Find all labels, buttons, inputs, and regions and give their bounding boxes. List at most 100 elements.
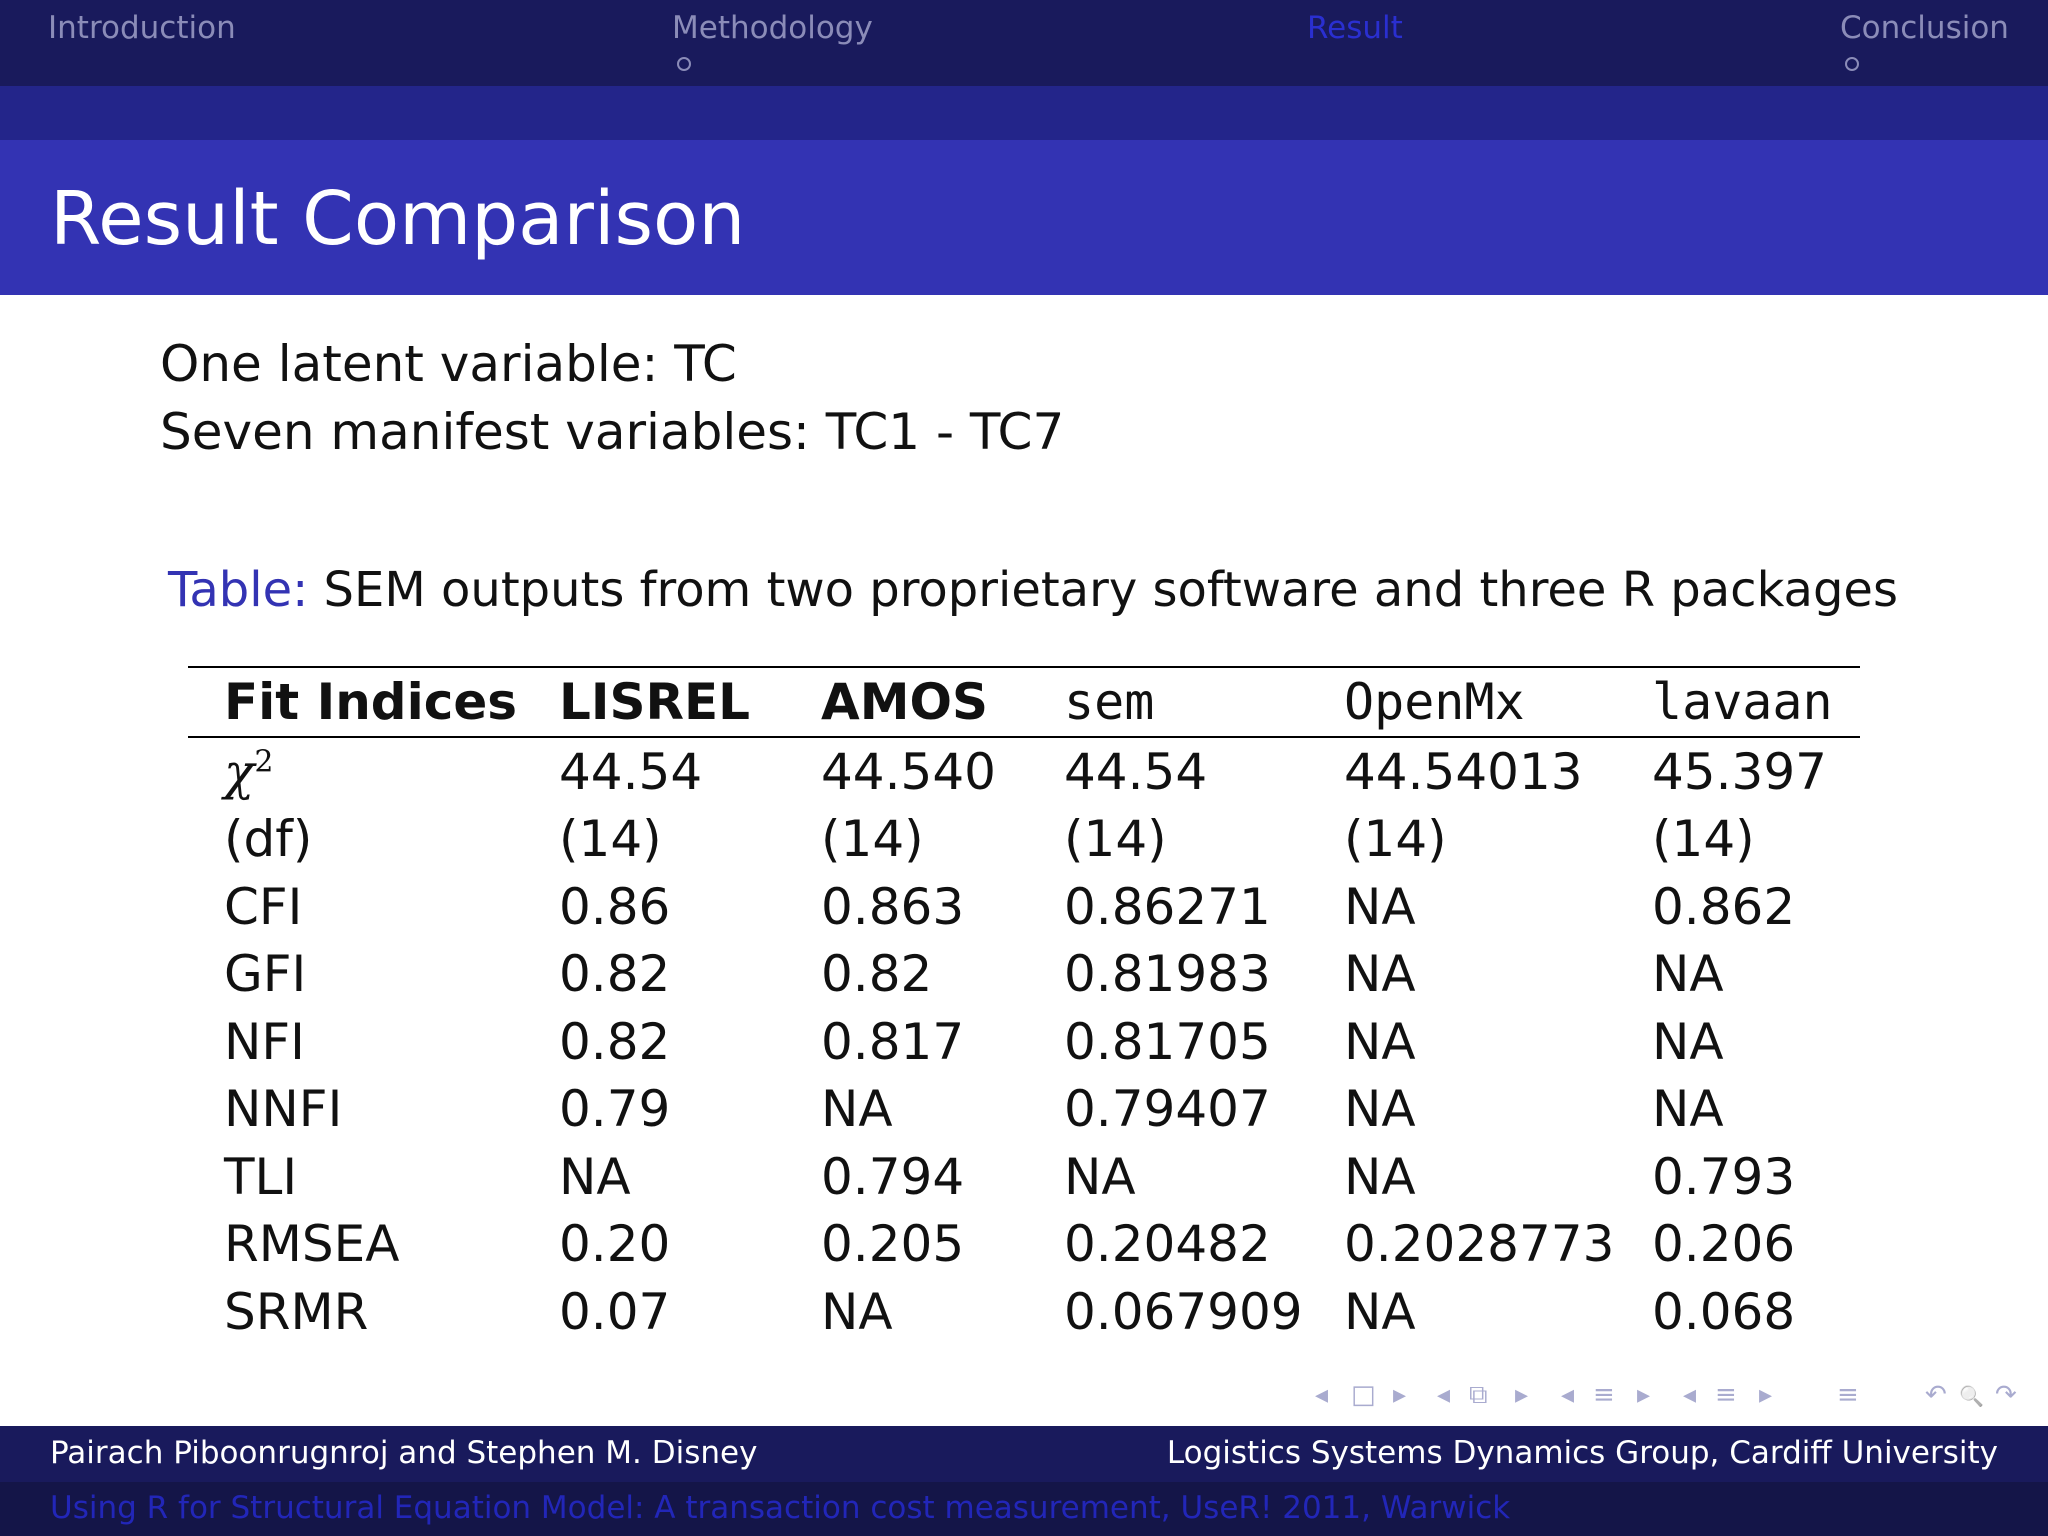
table-row-tli: TLI NA 0.794 NA NA 0.793: [188, 1143, 1860, 1211]
table-cell: 0.07: [559, 1282, 671, 1341]
table-cell: 0.82: [559, 945, 671, 1004]
footer-institution: Logistics Systems Dynamics Group, Cardif…: [1166, 1435, 1998, 1471]
table-cell: 0.067909: [1064, 1282, 1303, 1341]
subsection-bar: [0, 86, 2048, 140]
slide-title: Result Comparison: [50, 176, 746, 262]
table-cell: 0.2028773: [1344, 1215, 1615, 1274]
nav-section-conclusion[interactable]: Conclusion: [1840, 10, 2009, 46]
table-cell: 0.82: [821, 945, 933, 1004]
row-label: GFI: [224, 945, 307, 1004]
row-label: CFI: [224, 877, 303, 936]
chi-square-label: χ2: [188, 737, 559, 806]
table-cell: 0.86271: [1064, 877, 1271, 936]
table-cell: 44.54: [559, 742, 703, 801]
fit-indices-table-wrap: Fit Indices LISREL AMOS sem OpenMx lavaa…: [188, 666, 1860, 1346]
table-cell: NA: [559, 1147, 631, 1206]
table-cell: 0.862: [1652, 877, 1796, 936]
intro-line-manifest: Seven manifest variables: TC1 - TC7: [160, 403, 1065, 461]
table-cell: 0.81705: [1064, 1012, 1271, 1071]
table-caption: Table: SEM outputs from two proprietary …: [168, 562, 1898, 618]
table-row-df: (df) (14) (14) (14) (14) (14): [188, 806, 1860, 874]
intro-text: One latent variable: TC Seven manifest v…: [160, 330, 1064, 466]
appendix-icon[interactable]: ≡: [1837, 1380, 1859, 1410]
table-caption-label: Table:: [168, 562, 309, 618]
table-row-nnfi: NNFI 0.79 NA 0.79407 NA NA: [188, 1076, 1860, 1144]
section-icon[interactable]: ≡: [1593, 1380, 1615, 1410]
methodology-frame-dot[interactable]: [677, 57, 691, 71]
table-cell: 0.79: [559, 1080, 671, 1139]
header-sem: sem: [1064, 673, 1155, 731]
table-cell: (14): [1652, 810, 1755, 869]
table-cell: NA: [821, 1080, 893, 1139]
header-openmx: OpenMx: [1344, 673, 1525, 731]
table-cell: 0.793: [1652, 1147, 1796, 1206]
table-cell: NA: [1344, 1012, 1416, 1071]
table-cell: 45.397: [1652, 742, 1827, 801]
table-cell: 44.54: [1064, 742, 1208, 801]
prev-frame-icon[interactable]: ◂: [1315, 1380, 1329, 1410]
table-row-srmr: SRMR 0.07 NA 0.067909 NA 0.068: [188, 1278, 1860, 1346]
table-row-rmsea: RMSEA 0.20 0.205 0.20482 0.2028773 0.206: [188, 1211, 1860, 1279]
row-label: RMSEA: [224, 1215, 400, 1274]
conclusion-frame-dot[interactable]: [1845, 57, 1859, 71]
next-subsection-icon[interactable]: ▸: [1515, 1380, 1529, 1410]
subsection-icon[interactable]: ⧉: [1469, 1380, 1488, 1410]
chi-symbol: χ: [224, 742, 255, 801]
table-cell: NA: [1652, 945, 1724, 1004]
frame-icon[interactable]: □: [1351, 1380, 1376, 1410]
table-row-cfi: CFI 0.86 0.863 0.86271 NA 0.862: [188, 873, 1860, 941]
table-cell: NA: [1064, 1147, 1136, 1206]
table-cell: (14): [821, 810, 924, 869]
table-cell: (14): [559, 810, 662, 869]
table-cell: NA: [1344, 1080, 1416, 1139]
table-cell: (14): [1344, 810, 1447, 869]
table-header-row: Fit Indices LISREL AMOS sem OpenMx lavaa…: [188, 667, 1860, 737]
row-label: NFI: [224, 1012, 305, 1071]
header-lisrel: LISREL: [559, 673, 750, 731]
document-icon[interactable]: ≡: [1715, 1380, 1737, 1410]
table-cell: NA: [1652, 1012, 1724, 1071]
table-cell: (14): [1064, 810, 1167, 869]
footer-bar: Pairach Piboonrugnroj and Stephen M. Dis…: [0, 1426, 2048, 1482]
footer-talk-title: Using R for Structural Equation Model: A…: [50, 1490, 1511, 1526]
nav-section-introduction[interactable]: Introduction: [48, 10, 236, 46]
row-label: TLI: [224, 1147, 298, 1206]
prev-document-icon[interactable]: ◂: [1683, 1380, 1697, 1410]
header-fit-indices: Fit Indices: [224, 673, 518, 731]
table-row-nfi: NFI 0.82 0.817 0.81705 NA NA: [188, 1008, 1860, 1076]
next-section-icon[interactable]: ▸: [1637, 1380, 1651, 1410]
table-cell: 0.20482: [1064, 1215, 1271, 1274]
header-lavaan: lavaan: [1652, 673, 1833, 731]
header-amos: AMOS: [821, 673, 988, 731]
table-cell: NA: [1344, 1147, 1416, 1206]
table-cell: 0.205: [821, 1215, 965, 1274]
table-cell: NA: [821, 1282, 893, 1341]
back-icon[interactable]: ↶: [1925, 1380, 1947, 1410]
nav-section-methodology[interactable]: Methodology: [672, 10, 873, 46]
table-row-gfi: GFI 0.82 0.82 0.81983 NA NA: [188, 941, 1860, 1009]
table-cell: 0.79407: [1064, 1080, 1271, 1139]
table-cell: 0.817: [821, 1012, 965, 1071]
prev-subsection-icon[interactable]: ◂: [1437, 1380, 1451, 1410]
table-cell: 0.82: [559, 1012, 671, 1071]
row-label: NNFI: [224, 1080, 343, 1139]
fit-indices-table: Fit Indices LISREL AMOS sem OpenMx lavaa…: [188, 666, 1860, 1346]
table-cell: 0.068: [1652, 1282, 1796, 1341]
next-frame-icon[interactable]: ▸: [1393, 1380, 1407, 1410]
forward-icon[interactable]: ↷: [1995, 1380, 2017, 1410]
search-icon[interactable]: 🔍: [1959, 1384, 1984, 1408]
table-cell: 0.863: [821, 877, 965, 936]
table-row-chi-square: χ2 44.54 44.540 44.54 44.54013 45.397: [188, 737, 1860, 806]
prev-section-icon[interactable]: ◂: [1561, 1380, 1575, 1410]
table-cell: 0.86: [559, 877, 671, 936]
beamer-navigation-symbols: ◂ □ ▸ ◂ ⧉ ▸ ◂ ≡ ▸ ◂ ≡ ▸ ≡ ↶ 🔍 ↷: [1315, 1380, 2035, 1416]
table-cell: NA: [1344, 1282, 1416, 1341]
table-cell: 0.206: [1652, 1215, 1796, 1274]
table-cell: NA: [1344, 877, 1416, 936]
table-cell: NA: [1652, 1080, 1724, 1139]
nav-section-result[interactable]: Result: [1307, 10, 1403, 46]
table-cell: NA: [1344, 945, 1416, 1004]
next-document-icon[interactable]: ▸: [1759, 1380, 1773, 1410]
footer-authors: Pairach Piboonrugnroj and Stephen M. Dis…: [50, 1435, 758, 1471]
